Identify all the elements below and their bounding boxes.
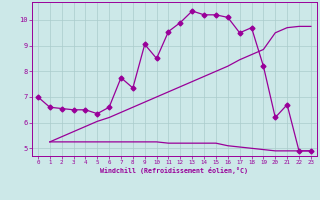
X-axis label: Windchill (Refroidissement éolien,°C): Windchill (Refroidissement éolien,°C) <box>100 167 248 174</box>
